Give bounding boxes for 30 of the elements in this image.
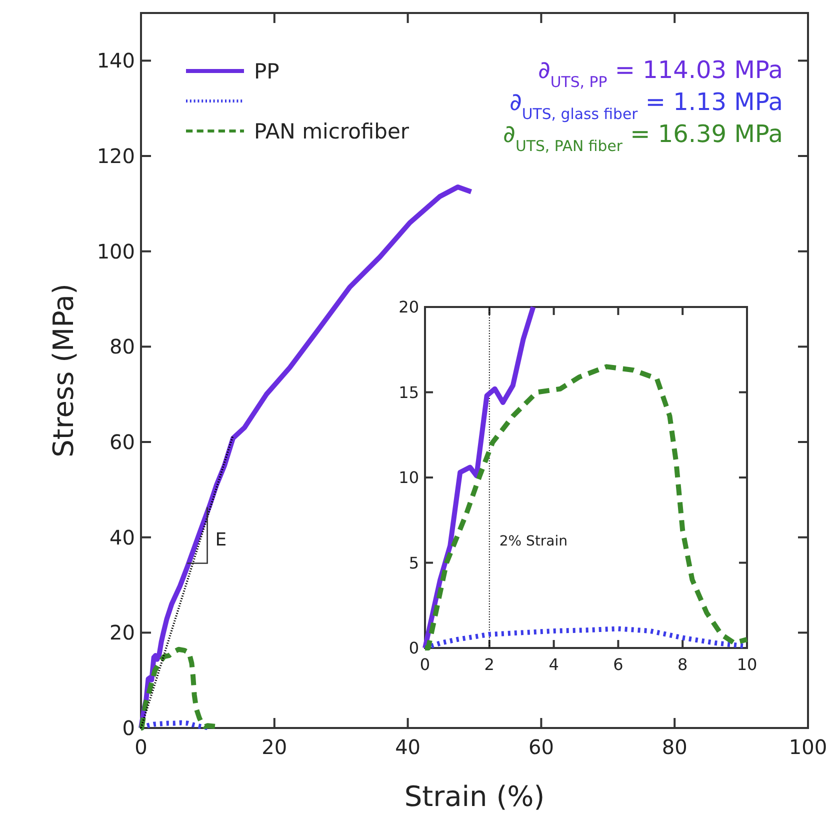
x-tick-label: 2 (484, 655, 494, 674)
x-tick-label: 20 (262, 735, 288, 759)
y-tick-label: 10 (398, 468, 419, 488)
y-tick-label: 20 (110, 620, 135, 645)
annotation: ∂$_{UTS, glass fiber}$ = 1.13 MPa (509, 88, 783, 123)
y-tick-label: 0 (408, 638, 419, 658)
y-tick-label: 20 (398, 298, 419, 317)
x-tick-label: 4 (548, 655, 559, 674)
x-tick-label: 60 (528, 735, 554, 759)
y-tick-label: 5 (408, 553, 419, 572)
y-tick-label: 140 (96, 48, 135, 73)
x-tick-label: 80 (662, 735, 688, 759)
ref-line-label: 2% Strain (499, 534, 568, 550)
legend-label: PAN microfiber (254, 119, 410, 144)
y-tick-label: 0 (122, 716, 135, 740)
x-tick-label: 8 (678, 655, 688, 674)
y-tick-label: 80 (110, 334, 135, 359)
x-tick-label: 100 (788, 735, 826, 759)
x-tick-label: 10 (736, 655, 758, 674)
y-tick-label: 60 (110, 430, 135, 454)
x-tick-label: 6 (613, 655, 624, 674)
y-tick-label: 100 (96, 239, 135, 264)
annotation: ∂$_{UTS, PP}$ = 114.03 MPa (538, 56, 783, 91)
legend-label: PP (254, 59, 280, 84)
y-tick-label: 15 (398, 382, 419, 402)
x-axis-title: Strain (%) (404, 780, 545, 813)
y-tick-label: 40 (110, 525, 135, 550)
annotation: E (215, 530, 227, 551)
y-tick-label: 120 (96, 144, 135, 168)
y-axis-title: Stress (MPa) (47, 284, 80, 458)
